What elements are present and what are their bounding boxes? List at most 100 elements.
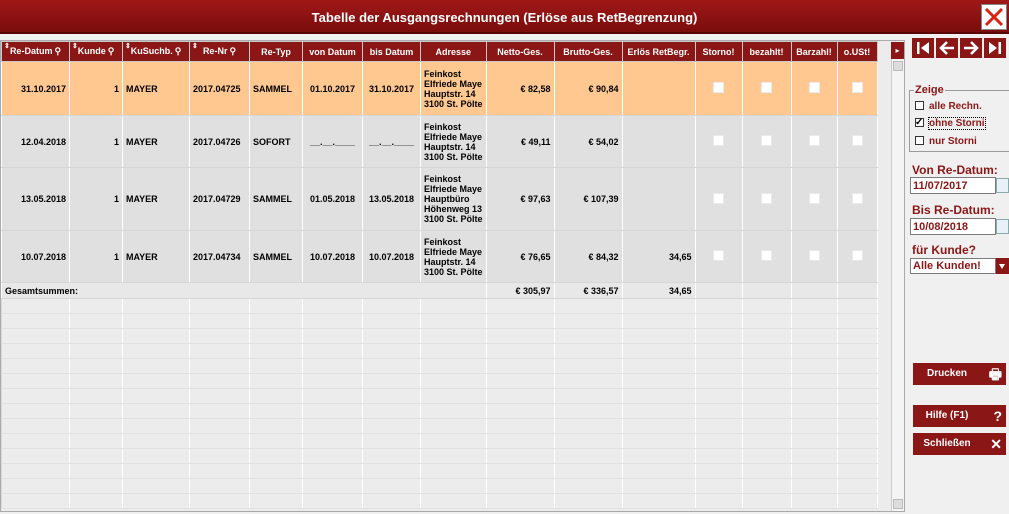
sort-icon[interactable]: ⇕ (4, 43, 10, 50)
table-row[interactable]: 10.07.2018 1 MAYER 2017.04734 SAMMEL 10.07.20… (1, 230, 878, 283)
cell-storno (694, 167, 743, 231)
empty-row (1, 418, 878, 434)
sort-icon[interactable]: ⇕ (72, 43, 78, 50)
storno-checkbox[interactable] (713, 135, 725, 146)
storno-checkbox[interactable] (713, 82, 725, 93)
oust-checkbox[interactable] (851, 82, 863, 93)
cell-oust (836, 61, 878, 116)
barzahl-checkbox[interactable] (808, 192, 820, 204)
cell-bezahlt (741, 115, 792, 168)
cell-kusuchb: MAYER (122, 167, 190, 231)
next-record-button[interactable] (960, 38, 982, 58)
vertical-scrollbar[interactable] (891, 59, 904, 511)
column-header[interactable]: Brutto-Ges. (553, 41, 623, 62)
cell-re-datum: 13.05.2018 (1, 167, 70, 231)
cell-re-nr: 2017.04734 (189, 230, 250, 283)
oust-checkbox[interactable] (851, 192, 863, 204)
cell-kusuchb: MAYER (122, 115, 190, 168)
totals-cell (694, 282, 743, 299)
storno-checkbox[interactable] (713, 192, 725, 204)
oust-checkbox[interactable] (851, 250, 863, 261)
checkbox-icon[interactable] (915, 136, 924, 145)
column-header[interactable]: ⇕ Re-Nr ⚲ (189, 41, 250, 62)
sort-icon[interactable]: ⇕ (192, 43, 198, 50)
title-bar: Tabelle der Ausgangsrechnungen (Erlöse a… (0, 0, 1009, 34)
search-icon[interactable]: ⚲ (107, 46, 115, 56)
help-button[interactable]: Hilfe (F1) ? (913, 405, 1006, 427)
search-icon[interactable]: ⚲ (54, 46, 62, 56)
chevron-down-icon[interactable] (996, 258, 1009, 274)
cell-re-typ: SAMMEL (249, 167, 303, 231)
search-icon[interactable]: ⚲ (229, 46, 237, 56)
totals-cell (741, 282, 792, 299)
cell-erloes (621, 61, 696, 116)
column-header[interactable]: Erlös RetBegr. (621, 41, 696, 62)
print-button[interactable]: Drucken 🖶 (913, 363, 1006, 385)
column-header[interactable]: von Datum (302, 41, 363, 62)
previous-record-button[interactable] (936, 38, 958, 58)
barzahl-checkbox[interactable] (808, 250, 820, 261)
barzahl-checkbox[interactable] (808, 135, 820, 146)
column-header[interactable]: ⇕ Kunde ⚲ (69, 41, 123, 62)
cell-re-datum: 12.04.2018 (1, 115, 70, 168)
filter-option-all[interactable]: alle Rechn. (915, 100, 982, 113)
storno-checkbox[interactable] (713, 250, 725, 261)
column-header[interactable]: bis Datum (362, 41, 421, 62)
bezahlt-checkbox[interactable] (761, 82, 773, 93)
column-header[interactable]: Re-Typ (249, 41, 303, 62)
cell-kunde: 1 (69, 167, 123, 231)
to-date-input[interactable]: 10/08/2018 (910, 218, 996, 235)
table-row[interactable]: 12.04.2018 1 MAYER 2017.04726 SOFORT __.__.__… (1, 115, 878, 168)
table-row[interactable]: 13.05.2018 1 MAYER 2017.04729 SAMMEL 01.05.20… (1, 167, 878, 231)
empty-row (1, 493, 878, 509)
empty-row (1, 463, 878, 479)
cell-adresse: Feinkost Elfriede Maye Hauptstr. 14 3100 St… (420, 115, 487, 168)
oust-checkbox[interactable] (851, 135, 863, 146)
bezahlt-checkbox[interactable] (761, 192, 773, 204)
cell-barzahl (790, 167, 838, 231)
last-record-button[interactable] (984, 38, 1006, 58)
cell-netto: € 76,65 (485, 230, 555, 283)
checkbox-icon[interactable] (915, 101, 924, 110)
bezahlt-checkbox[interactable] (761, 250, 773, 261)
first-record-button[interactable] (912, 38, 934, 58)
close-button[interactable]: Schließen ✕ (913, 433, 1006, 455)
cell-re-typ: SOFORT (249, 115, 303, 168)
column-header[interactable]: Adresse (420, 41, 487, 62)
barzahl-checkbox[interactable] (808, 82, 820, 93)
calendar-icon[interactable] (996, 178, 1009, 193)
cell-re-nr: 2017.04725 (189, 61, 250, 116)
customer-select[interactable]: Alle Kunden! (910, 258, 996, 274)
from-date-input[interactable]: 11/07/2017 (910, 177, 996, 194)
empty-row (1, 358, 878, 374)
cell-bezahlt (741, 61, 792, 116)
checkbox-checked-icon[interactable] (915, 116, 924, 129)
close-window-icon[interactable] (981, 4, 1007, 30)
empty-row (1, 328, 878, 344)
cell-bis: 13.05.2018 (362, 167, 421, 231)
table-row[interactable]: 31.10.2017 1 MAYER 2017.04725 SAMMEL 01.10.20… (1, 61, 878, 116)
column-header[interactable]: ⇕ Re-Datum ⚲ (1, 41, 70, 62)
column-header[interactable]: o.USt! (836, 41, 878, 62)
column-header[interactable]: bezahlt! (741, 41, 792, 62)
cell-brutto: € 90,84 (553, 61, 623, 116)
filter-option-only-storno[interactable]: nur Storni (915, 135, 977, 148)
calendar-icon[interactable] (996, 219, 1009, 234)
column-header[interactable]: Netto-Ges. (485, 41, 555, 62)
cell-bezahlt (741, 230, 792, 283)
scroll-right-icon[interactable]: ▸ (891, 42, 904, 60)
cell-von: 01.10.2017 (302, 61, 363, 116)
column-header[interactable]: ⇕ KuSuchb. ⚲ (122, 41, 190, 62)
filter-group: Zeige alle Rechn. ohne Storni nur Storni (909, 84, 1009, 152)
cell-netto: € 49,11 (485, 115, 555, 168)
bezahlt-checkbox[interactable] (761, 135, 773, 146)
empty-row (1, 388, 878, 404)
cell-oust (836, 230, 878, 283)
column-header[interactable]: Barzahl! (790, 41, 838, 62)
cell-bis: __.__.____ (362, 115, 421, 168)
column-header[interactable]: Storno! (694, 41, 743, 62)
search-icon[interactable]: ⚲ (174, 46, 182, 56)
filter-option-no-storno[interactable]: ohne Storni (915, 116, 986, 130)
totals-cell: Gesamtsummen: (1, 282, 487, 299)
sort-icon[interactable]: ⇕ (125, 43, 131, 50)
